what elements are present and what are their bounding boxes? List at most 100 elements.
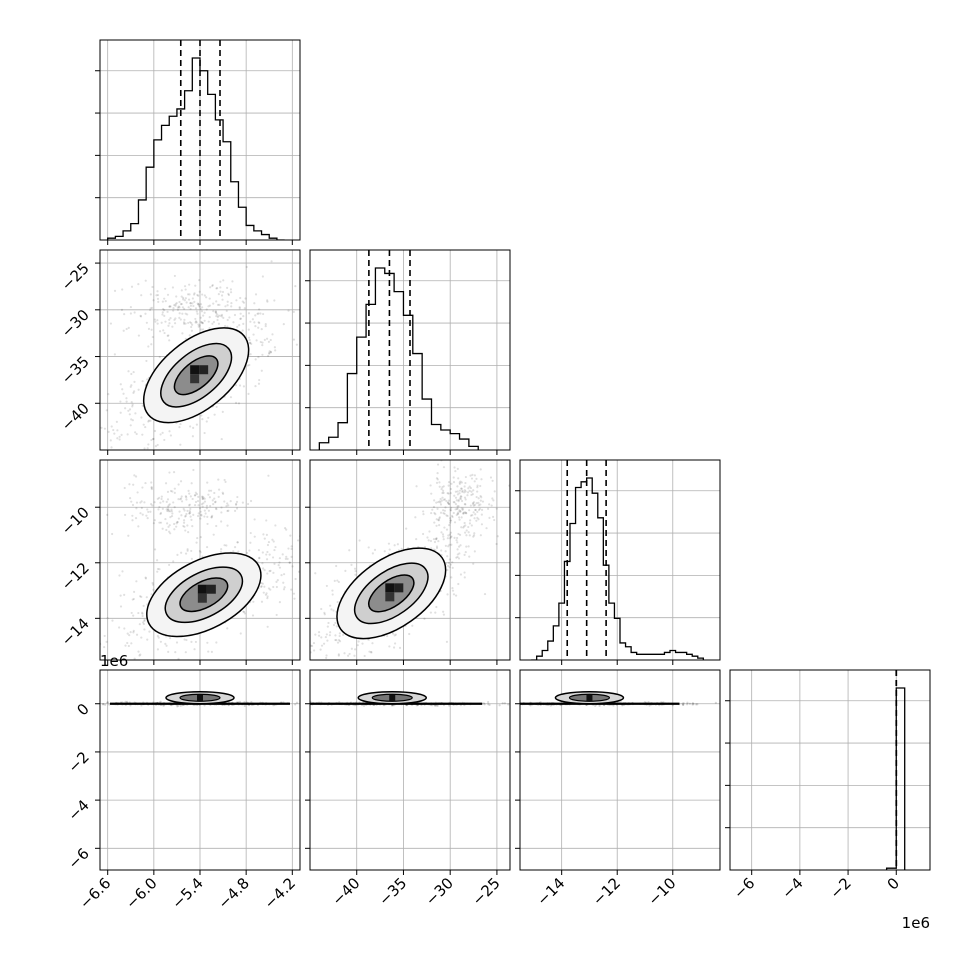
- sample-point: [208, 489, 211, 492]
- sample-point: [387, 552, 390, 555]
- sample-point: [248, 549, 251, 552]
- sample-point: [182, 296, 185, 299]
- sample-point: [430, 511, 433, 515]
- sample-point: [331, 593, 334, 596]
- sample-point: [143, 501, 146, 504]
- sample-point: [462, 512, 465, 515]
- sample-point: [338, 640, 342, 643]
- sample-point: [172, 309, 175, 312]
- sample-point: [152, 588, 155, 591]
- sample-point: [436, 507, 439, 510]
- sample-point: [90, 467, 92, 469]
- sample-point: [295, 701, 299, 704]
- sample-point: [134, 431, 137, 434]
- sample-point: [121, 570, 124, 573]
- sample-point: [103, 477, 105, 479]
- sample-point: [173, 487, 176, 490]
- sample-point: [453, 501, 456, 504]
- sample-point: [294, 703, 297, 706]
- sample-point: [192, 304, 195, 308]
- sample-point: [414, 516, 417, 519]
- sample-point: [361, 642, 364, 645]
- sample-point: [188, 334, 191, 337]
- sample-point: [249, 353, 252, 356]
- sample-point: [158, 505, 161, 509]
- sample-point: [460, 516, 463, 519]
- sample-point: [200, 310, 204, 313]
- sample-point: [463, 521, 466, 525]
- sample-point: [263, 338, 266, 341]
- sample-point: [159, 521, 163, 524]
- sample-point: [458, 481, 461, 484]
- sample-point: [447, 561, 451, 565]
- sample-point: [190, 482, 193, 485]
- sample-point: [213, 497, 216, 500]
- sample-point: [482, 702, 485, 705]
- sample-point: [336, 600, 339, 604]
- sample-point: [215, 300, 218, 303]
- sample-point: [485, 527, 488, 530]
- sample-point: [161, 311, 164, 314]
- sample-point: [262, 591, 265, 594]
- sample-point: [458, 516, 461, 519]
- sample-point: [208, 316, 211, 319]
- sample-point: [681, 702, 684, 705]
- sample-point: [135, 457, 137, 459]
- sample-point: [294, 577, 297, 581]
- sample-point: [152, 437, 155, 441]
- sample-point: [266, 543, 270, 547]
- sample-point: [462, 525, 466, 528]
- sample-point: [477, 508, 481, 512]
- sample-point: [201, 497, 204, 500]
- sample-point: [491, 479, 494, 482]
- histogram-3: [885, 687, 906, 870]
- sample-point: [182, 507, 185, 511]
- sample-point: [249, 499, 253, 503]
- sample-point: [171, 286, 175, 289]
- sample-point: [132, 631, 135, 634]
- sample-point: [132, 391, 135, 394]
- sample-point: [164, 300, 167, 303]
- sample-point: [251, 614, 255, 617]
- sample-point: [436, 463, 440, 466]
- sample-point: [479, 503, 482, 506]
- sample-point: [168, 471, 171, 474]
- sample-point: [198, 305, 201, 308]
- sample-point: [619, 700, 622, 703]
- sample-point: [459, 497, 462, 500]
- sample-point: [172, 307, 175, 310]
- sample-point: [150, 306, 154, 309]
- sample-point: [170, 508, 173, 511]
- sample-point: [438, 516, 441, 519]
- sample-point: [197, 303, 200, 306]
- sample-point: [203, 704, 206, 707]
- sample-point: [390, 704, 394, 707]
- density-peak: [206, 584, 216, 594]
- sample-point: [183, 307, 186, 310]
- sample-point: [461, 508, 464, 512]
- sample-point: [429, 484, 432, 487]
- sample-point: [246, 551, 249, 555]
- sample-point: [475, 502, 478, 505]
- sample-point: [232, 321, 235, 324]
- sample-point: [598, 704, 601, 708]
- sample-point: [333, 684, 335, 686]
- sample-point: [186, 548, 189, 551]
- y-tick-label: −12: [58, 559, 93, 594]
- sample-point: [141, 513, 144, 516]
- sample-point: [194, 640, 197, 644]
- sample-point: [208, 326, 211, 330]
- sample-point: [363, 654, 366, 658]
- sample-point: [337, 638, 341, 642]
- sample-point: [274, 545, 277, 549]
- sample-point: [239, 312, 242, 315]
- sample-point: [242, 385, 246, 388]
- sample-point: [347, 654, 350, 657]
- sample-point: [150, 487, 153, 491]
- sample-point: [178, 426, 181, 429]
- sample-point: [241, 501, 244, 504]
- sample-point: [214, 311, 218, 314]
- density-peak: [197, 694, 203, 701]
- sample-point: [388, 548, 391, 551]
- sample-point: [260, 600, 264, 603]
